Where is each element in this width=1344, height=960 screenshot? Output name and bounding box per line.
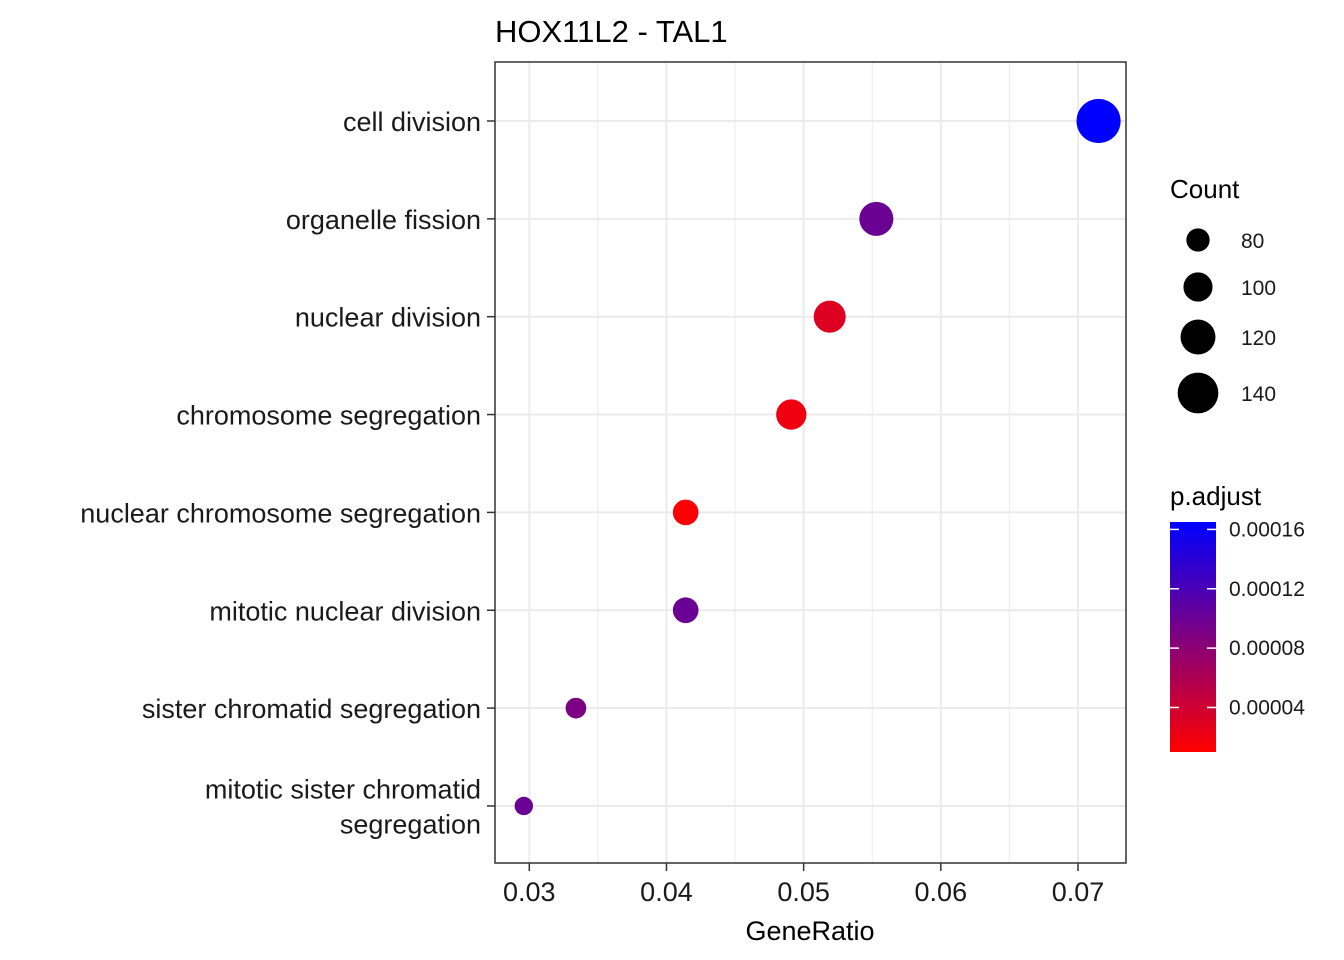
colorbar-tick-label: 0.00012 [1229, 578, 1305, 601]
p-adjust-legend: p.adjust 0.00016 0.00012 0.00008 0.00004 [1170, 481, 1305, 752]
count-legend-label: 80 [1241, 230, 1264, 253]
panel-background [495, 62, 1126, 863]
y-tick-label: segregation [340, 809, 481, 839]
count-legend-label: 140 [1241, 383, 1276, 406]
x-tick-label: 0.04 [640, 877, 693, 907]
y-tick-label: organelle fission [286, 205, 481, 235]
data-point [813, 300, 846, 333]
plot-panel [494, 61, 1127, 864]
count-legend-label: 120 [1241, 327, 1276, 350]
y-tick-label: nuclear division [295, 303, 481, 333]
data-points [514, 98, 1121, 816]
y-axis: cell division organelle fission nuclear di… [80, 107, 495, 839]
count-legend-key [1180, 319, 1216, 355]
data-point [565, 697, 587, 719]
colorbar-tick-label: 0.00008 [1229, 637, 1305, 660]
count-legend-title: Count [1170, 174, 1240, 204]
data-point [776, 399, 807, 430]
data-point [514, 796, 534, 816]
x-tick-label: 0.06 [915, 877, 968, 907]
data-point [672, 597, 699, 624]
x-axis-label: GeneRatio [745, 916, 874, 946]
chart-title: HOX11L2 - TAL1 [495, 14, 728, 49]
x-tick-label: 0.07 [1052, 877, 1105, 907]
x-tick-label: 0.03 [503, 877, 556, 907]
y-tick-label: sister chromatid segregation [142, 694, 481, 724]
x-tick-label: 0.05 [777, 877, 830, 907]
count-legend-key [1183, 272, 1213, 302]
y-tick-label: cell division [343, 107, 481, 137]
count-legend: Count 80 100 120 140 [1170, 174, 1276, 414]
data-point [672, 499, 699, 526]
p-adjust-colorbar [1170, 522, 1216, 752]
p-adjust-legend-title: p.adjust [1170, 481, 1262, 511]
x-axis: 0.03 0.04 0.05 0.06 0.07 [503, 863, 1104, 907]
y-tick-label: nuclear chromosome segregation [80, 498, 481, 528]
grid-minor [597, 62, 1010, 863]
y-tick-label: chromosome segregation [176, 401, 481, 431]
colorbar-tick-label: 0.00004 [1229, 696, 1305, 719]
panel-border [494, 61, 1127, 864]
y-tick-label: mitotic nuclear division [209, 596, 481, 626]
count-legend-key [1177, 372, 1219, 414]
data-point [1076, 98, 1121, 144]
data-point [859, 201, 894, 236]
count-legend-label: 100 [1241, 277, 1276, 300]
colorbar-tick-label: 0.00016 [1229, 518, 1305, 541]
count-legend-key [1186, 228, 1210, 252]
y-tick-label: mitotic sister chromatid [205, 774, 481, 804]
grid-major [495, 62, 1126, 863]
